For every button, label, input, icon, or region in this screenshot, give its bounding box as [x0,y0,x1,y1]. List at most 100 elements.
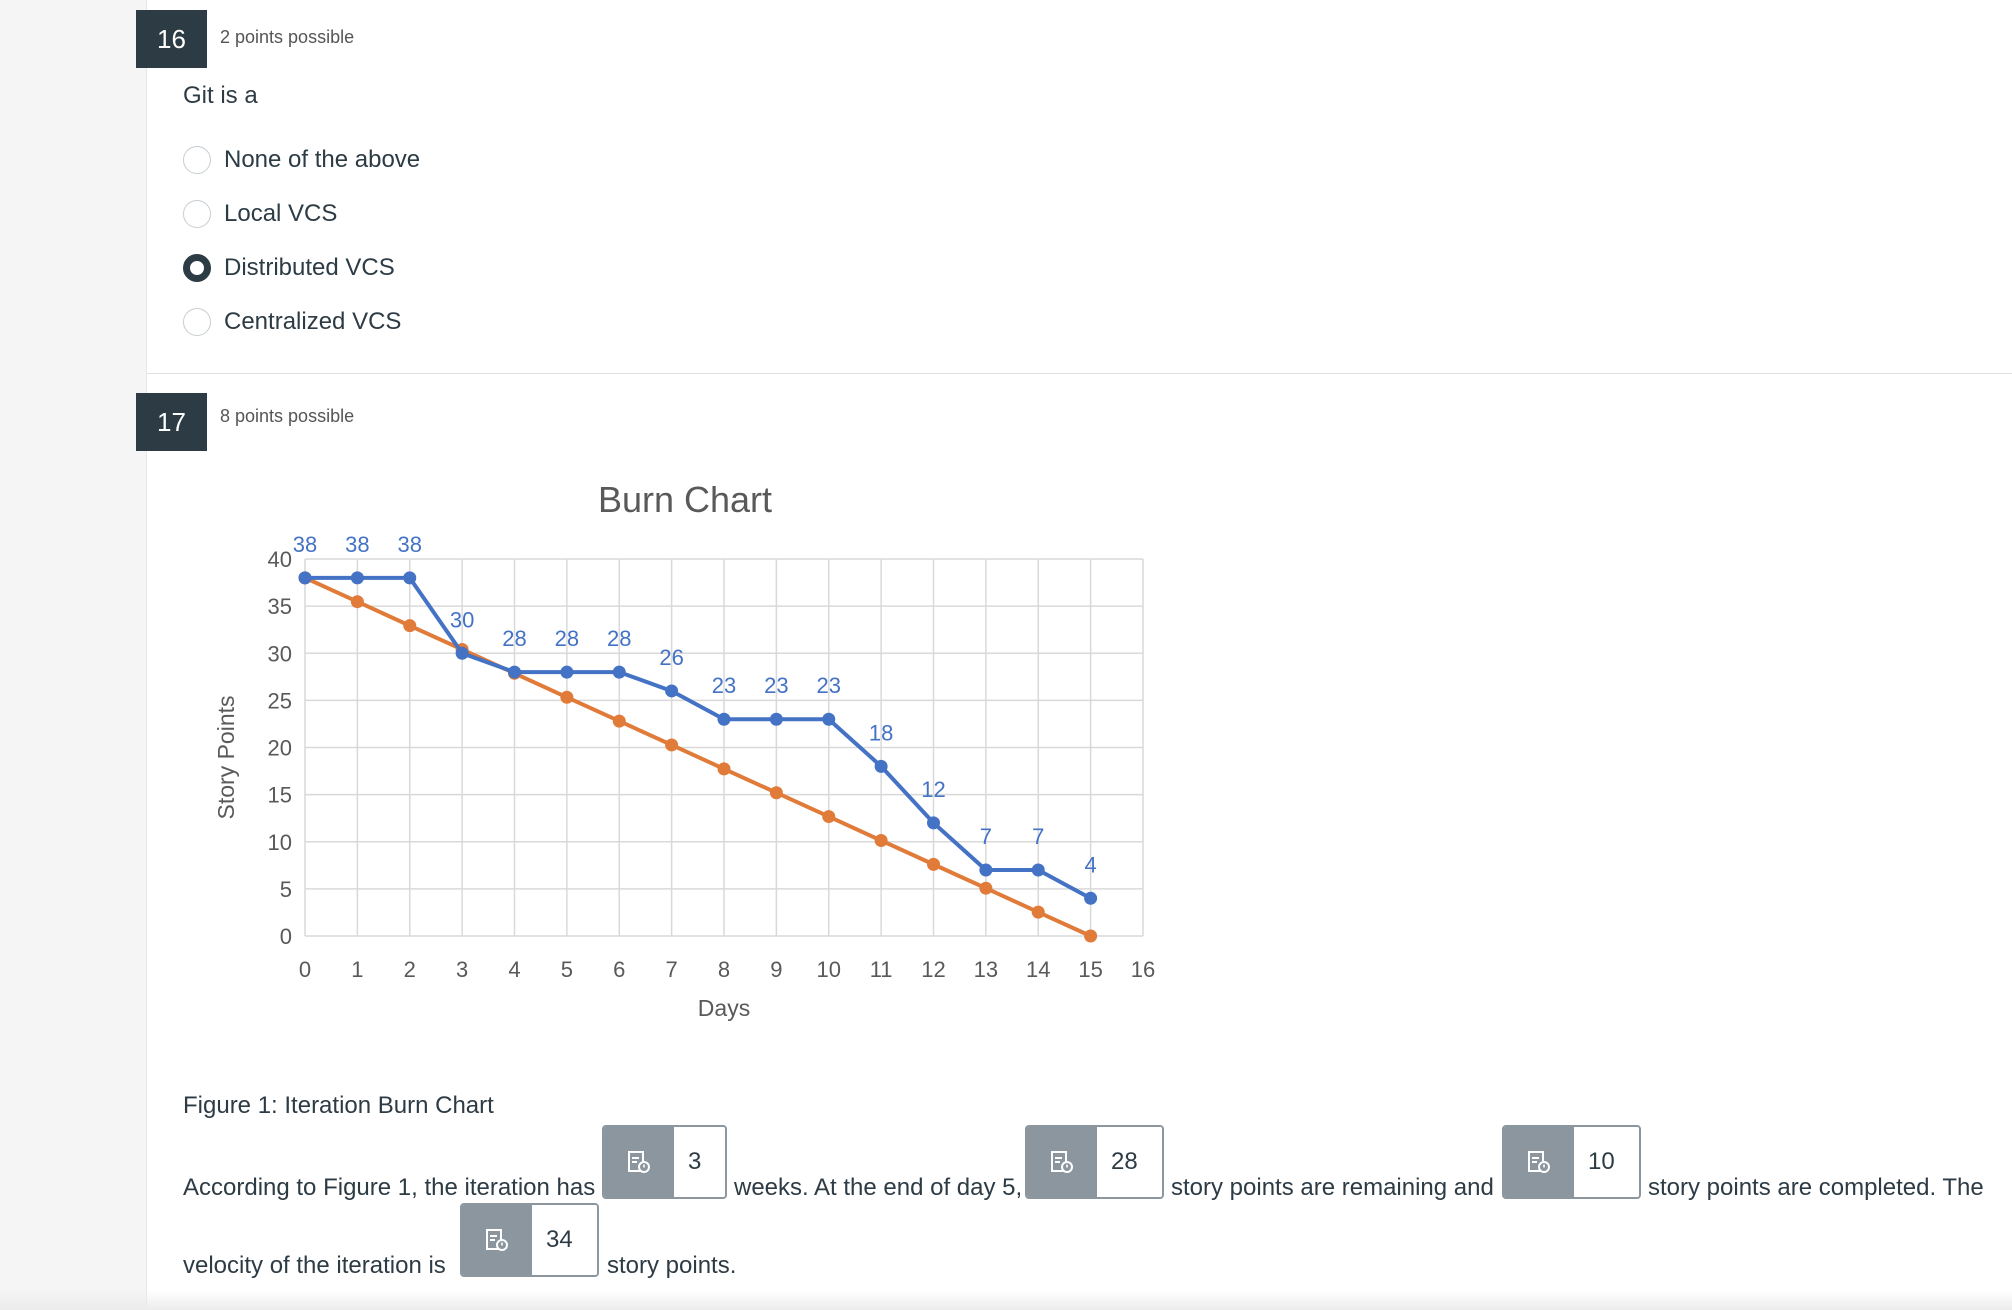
data-point [403,619,417,633]
data-label: 28 [607,626,631,651]
data-label: 38 [293,532,317,557]
y-tick-label: 20 [268,736,292,761]
document-edit-icon [604,1127,674,1197]
series-line [305,575,1092,901]
x-tick-label: 6 [613,957,625,982]
data-label: 12 [921,777,945,802]
x-tick-label: 13 [974,957,998,982]
data-point [665,738,679,752]
answer-option-centralized-vcs[interactable]: Centralized VCS [183,305,401,339]
answer-option-local-vcs[interactable]: Local VCS [183,197,337,231]
answer-field-completed-points[interactable]: 10 [1502,1125,1641,1199]
x-tick-label: 2 [404,957,416,982]
data-label: 18 [869,720,893,745]
radio-button-selected[interactable] [183,254,211,282]
data-point [717,712,731,726]
data-point [298,571,312,585]
data-label: 23 [817,673,841,698]
x-tick-label: 7 [666,957,678,982]
data-label: 7 [1032,824,1044,849]
answer-value: 34 [532,1205,597,1275]
x-tick-label: 5 [561,957,573,982]
question-text-part: velocity of the iteration is [183,1252,446,1279]
question-text-part: story points are remaining and [1171,1174,1494,1201]
figure-caption: Figure 1: Iteration Burn Chart [183,1092,494,1119]
data-point [927,816,940,830]
data-point [979,881,993,895]
data-label: 28 [555,626,579,651]
data-label: 30 [450,607,474,632]
answer-option-distributed-vcs[interactable]: Distributed VCS [183,251,395,285]
data-point [612,714,626,728]
data-label: 28 [502,626,526,651]
data-point [403,571,417,585]
y-tick-label: 30 [268,641,292,666]
x-tick-label: 10 [817,957,841,982]
data-point [769,786,783,800]
data-point [769,712,783,726]
answer-value: 3 [674,1127,725,1197]
y-axis-label: Story Points [213,696,239,820]
answer-field-weeks[interactable]: 3 [602,1125,727,1199]
y-tick-label: 0 [280,924,292,949]
data-label: 23 [764,673,788,698]
radio-button[interactable] [183,200,211,228]
question-text-part: story points. [607,1252,737,1279]
answer-value: 10 [1574,1127,1639,1197]
data-point [560,665,574,679]
data-point [979,863,993,877]
data-label: 23 [712,673,736,698]
x-tick-label: 8 [718,957,730,982]
document-edit-icon [1027,1127,1097,1197]
series-line [304,576,1092,938]
data-point [874,834,888,848]
answer-option-none-of-the-above[interactable]: None of the above [183,143,420,177]
document-edit-icon [1504,1127,1574,1197]
data-point [612,665,626,679]
y-tick-label: 35 [268,594,292,619]
answer-field-remaining-points[interactable]: 28 [1025,1125,1164,1199]
option-label: Centralized VCS [224,308,402,335]
x-tick-label: 1 [351,957,363,982]
question-text-part: According to Figure 1, the iteration has [183,1174,596,1201]
data-label: 4 [1085,852,1097,877]
chart-title: Burn Chart [598,479,772,520]
answer-field-velocity[interactable]: 34 [460,1203,599,1277]
y-tick-label: 5 [280,877,292,902]
question-text: Git is a [183,82,258,109]
y-tick-label: 25 [268,688,292,713]
x-tick-label: 12 [921,957,945,982]
data-point [1031,863,1045,877]
y-tick-label: 40 [268,547,292,572]
data-point [1084,891,1098,905]
data-point [508,665,521,679]
data-point [874,759,888,773]
x-tick-label: 0 [299,957,311,982]
data-point [1084,929,1098,943]
question-text-part: story points are completed. The [1648,1174,1984,1201]
data-point [665,684,679,698]
burn-chart: 0 1 2 3 4 5 6 7 8 9 10 11 12 13 14 15 160510152025303540… [213,479,1155,1021]
points-possible: 2 points possible [220,27,355,47]
document-edit-icon [462,1205,532,1275]
data-label: 7 [980,824,992,849]
data-label: 38 [345,532,369,557]
radio-button[interactable] [183,308,211,336]
y-tick-label: 15 [268,783,292,808]
data-point [822,810,836,824]
question-number-badge: 17 [136,393,207,451]
y-tick-label: 10 [268,830,292,855]
x-tick-label: 3 [456,957,468,982]
x-tick-label: 11 [870,957,893,982]
question-number-badge: 16 [136,10,207,68]
option-label: Distributed VCS [224,254,395,281]
data-point [560,690,574,704]
question-divider [147,373,2012,374]
answer-value: 28 [1097,1127,1162,1197]
x-tick-label: 4 [508,957,520,982]
x-axis-label: Days [698,995,750,1021]
radio-button[interactable] [183,146,211,174]
question-text-part: weeks. At the end of day 5, [734,1174,1023,1201]
data-point [455,646,469,660]
option-label: Local VCS [224,200,338,227]
